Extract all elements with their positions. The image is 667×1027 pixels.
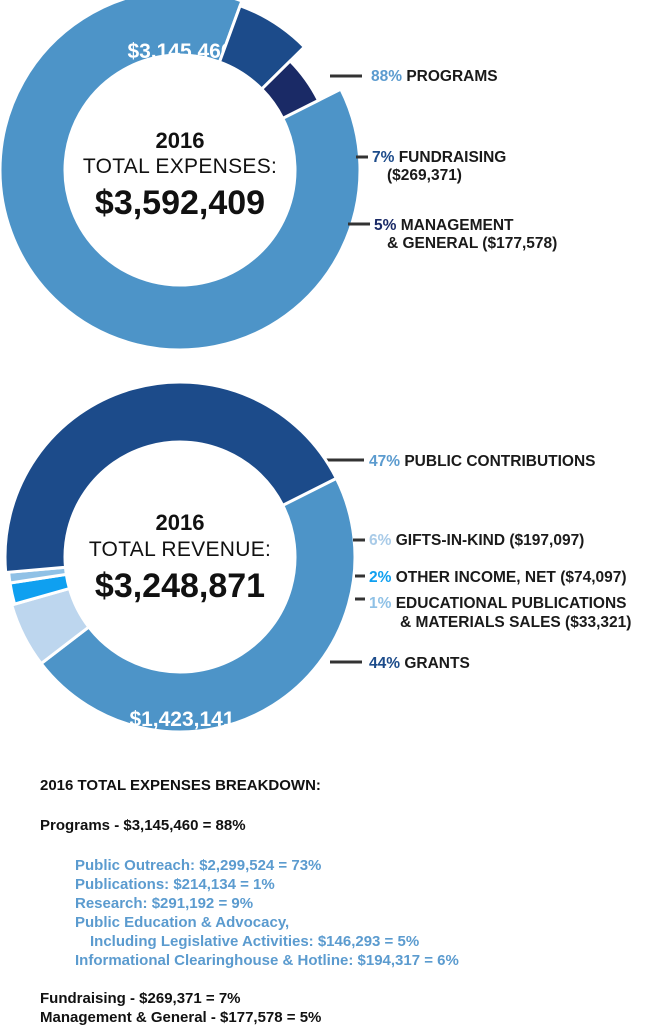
breakdown-item-publications: Publications: $214,134 = 1% (75, 876, 275, 893)
breakdown-programs: Programs - $3,145,460 = 88% (40, 817, 246, 834)
legend-label-management-and-general: 5% MANAGEMENT (374, 217, 514, 234)
center-caption-label: TOTAL EXPENSES: (83, 155, 277, 178)
center-year-label: 2016 (156, 128, 205, 153)
breakdown-item-legislative: Including Legislative Activities: $146,2… (90, 933, 420, 950)
slice-public-contributions (39, 476, 357, 734)
legend-pct-fundraising: 7% (372, 149, 399, 166)
legend-pct-grants: 44% (369, 655, 404, 672)
center-caption-label: TOTAL REVENUE: (89, 538, 271, 561)
legend-pct-programs: 88% (371, 68, 406, 85)
legend-pct-other-income-net: 2% (369, 569, 396, 586)
breakdown-item-clearinghouse: Informational Clearinghouse & Hotline: $… (75, 952, 459, 969)
breakdown-item-public-education: Public Education & Advocacy, (75, 914, 290, 931)
legend-label-educational-publications-and-materials-sales: 1% EDUCATIONAL PUBLICATIONS (369, 595, 627, 612)
legend-label-gifts-in-kind: 6% GIFTS-IN-KIND ($197,097) (369, 532, 584, 549)
legend-pct-gifts-in-kind: 6% (369, 532, 396, 549)
legend-label-grants: 44% GRANTS (369, 655, 470, 672)
legend-label-fundraising: 7% FUNDRAISING (372, 149, 506, 166)
legend-label-educational-publications-and-materials-sales-line2: & MATERIALS SALES ($33,321) (400, 614, 631, 631)
slice-grants (3, 380, 339, 575)
legend-pct-management-and-general: 5% (374, 217, 401, 234)
slice-management-and-general (259, 58, 321, 121)
slice-value-label-grants: $1,423,141 (129, 708, 234, 731)
expenses-donut-chart: $3,145,460 88% PROGRAMS 7% FUNDRAISING($26… (0, 0, 557, 352)
legend-label-programs: 88% PROGRAMS (371, 68, 498, 85)
breakdown-fundraising: Fundraising - $269,371 = 7% (40, 990, 241, 1007)
center-total-label: $3,248,871 (95, 567, 265, 605)
charts-canvas: $3,145,460 88% PROGRAMS 7% FUNDRAISING($26… (0, 0, 631, 734)
legend-label-fundraising-line2: ($269,371) (387, 167, 462, 184)
legend-label-management-and-general-line2: & GENERAL ($177,578) (387, 235, 557, 252)
legend-pct-educational-publications-and-materials-sales: 1% (369, 595, 396, 612)
slice-value-label-programs: $3,145,460 (127, 40, 232, 63)
breakdown-title: 2016 TOTAL EXPENSES BREAKDOWN: (40, 777, 321, 794)
center-year-label: 2016 (156, 510, 205, 535)
center-total-label: $3,592,409 (95, 184, 265, 222)
breakdown-item-public-outreach: Public Outreach: $2,299,524 = 73% (75, 857, 322, 874)
expenses-breakdown: 2016 TOTAL EXPENSES BREAKDOWN: Programs … (40, 776, 660, 1027)
legend-pct-public-contributions: 47% (369, 453, 404, 470)
slice-programs (0, 0, 362, 352)
legend-label-other-income-net: 2% OTHER INCOME, NET ($74,097) (369, 569, 627, 586)
breakdown-management: Management & General - $177,578 = 5% (40, 1009, 322, 1026)
legend-label-public-contributions: 47% PUBLIC CONTRIBUTIONS (369, 453, 596, 470)
breakdown-item-research: Research: $291,192 = 9% (75, 895, 254, 912)
